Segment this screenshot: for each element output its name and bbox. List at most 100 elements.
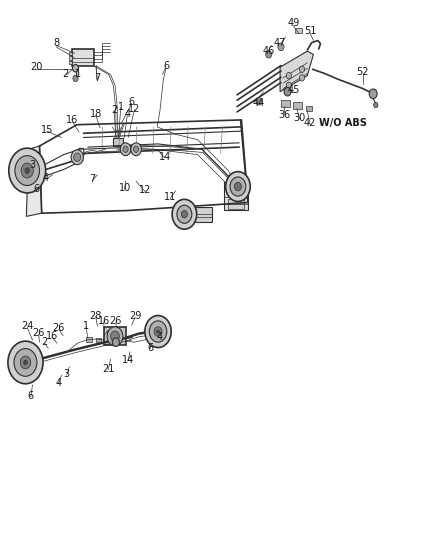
Polygon shape [26, 146, 42, 216]
Circle shape [120, 143, 131, 156]
Text: 2: 2 [42, 337, 48, 347]
Bar [71, 49, 94, 66]
Bar [223, 182, 247, 210]
Text: 6: 6 [33, 184, 39, 194]
Text: 1: 1 [117, 102, 124, 111]
Bar [107, 330, 112, 336]
Bar [69, 56, 72, 60]
Bar [280, 100, 289, 107]
Circle shape [225, 172, 250, 201]
Text: 36: 36 [277, 110, 290, 119]
Text: 12: 12 [128, 104, 140, 114]
Text: 16: 16 [46, 331, 58, 341]
Text: 20: 20 [30, 62, 42, 72]
Circle shape [230, 177, 245, 196]
Bar [228, 199, 243, 209]
Text: 14: 14 [158, 152, 170, 161]
Circle shape [299, 75, 304, 81]
Circle shape [20, 356, 31, 369]
Text: 26: 26 [32, 328, 45, 338]
Text: 6: 6 [28, 391, 34, 401]
Text: 21: 21 [102, 364, 114, 374]
Circle shape [71, 150, 83, 165]
Circle shape [131, 143, 141, 156]
Circle shape [24, 360, 27, 365]
Text: 4: 4 [156, 332, 162, 342]
Text: 44: 44 [252, 99, 265, 108]
Text: 52: 52 [356, 68, 368, 77]
Text: 4: 4 [124, 109, 130, 119]
Text: 16: 16 [66, 116, 78, 125]
Text: 11: 11 [164, 192, 176, 202]
Bar [69, 52, 72, 55]
Circle shape [149, 321, 166, 342]
Circle shape [234, 182, 241, 191]
Text: 6: 6 [147, 343, 153, 352]
Text: 16: 16 [97, 316, 110, 326]
Text: 12: 12 [138, 185, 151, 195]
Text: 1: 1 [75, 69, 81, 78]
Circle shape [15, 156, 39, 185]
Circle shape [177, 205, 191, 223]
Text: 42: 42 [303, 118, 315, 128]
Bar [104, 327, 125, 345]
Text: 29: 29 [129, 311, 141, 321]
Text: 26: 26 [110, 316, 122, 326]
Bar [305, 106, 311, 111]
Text: 7: 7 [89, 174, 95, 184]
Bar [294, 28, 301, 33]
Text: 3: 3 [64, 369, 70, 379]
Circle shape [73, 75, 78, 82]
Circle shape [156, 330, 159, 333]
Circle shape [181, 211, 187, 218]
Text: 24: 24 [21, 321, 33, 331]
Bar [69, 61, 72, 64]
Text: 28: 28 [89, 311, 102, 320]
Circle shape [286, 72, 291, 79]
Circle shape [123, 146, 128, 152]
Circle shape [133, 146, 138, 152]
Circle shape [72, 64, 78, 72]
Text: 30: 30 [293, 113, 305, 123]
Text: 46: 46 [262, 46, 274, 55]
Bar [293, 102, 301, 109]
Circle shape [74, 153, 81, 161]
Circle shape [107, 327, 123, 346]
Circle shape [265, 51, 271, 58]
Circle shape [8, 341, 43, 384]
Bar [95, 338, 101, 342]
Text: 4: 4 [42, 173, 49, 183]
Polygon shape [279, 51, 313, 92]
Text: W/O ABS: W/O ABS [318, 118, 367, 128]
Text: 2: 2 [62, 69, 68, 78]
Text: 14: 14 [122, 355, 134, 365]
Circle shape [21, 163, 33, 178]
Circle shape [172, 199, 196, 229]
Bar [195, 207, 212, 222]
Text: 2: 2 [111, 106, 117, 115]
Text: 49: 49 [286, 19, 299, 28]
Text: 51: 51 [303, 26, 315, 36]
Bar [86, 337, 92, 342]
Text: 10: 10 [118, 183, 131, 193]
Text: 15: 15 [41, 125, 53, 135]
Text: 7: 7 [94, 73, 100, 83]
Text: 18: 18 [89, 109, 102, 119]
Circle shape [25, 168, 29, 173]
Circle shape [255, 98, 261, 105]
Text: 6: 6 [128, 98, 134, 107]
Circle shape [154, 327, 162, 336]
Text: 8: 8 [53, 38, 59, 47]
Text: 26: 26 [53, 324, 65, 333]
Text: 6: 6 [162, 61, 169, 70]
Text: 1: 1 [83, 321, 89, 331]
Circle shape [112, 338, 119, 346]
Text: 47: 47 [273, 38, 286, 48]
Circle shape [9, 148, 46, 193]
Circle shape [373, 102, 377, 108]
Circle shape [110, 331, 119, 342]
Bar [113, 138, 123, 146]
Text: 45: 45 [286, 85, 299, 95]
Circle shape [368, 89, 376, 99]
Circle shape [14, 349, 37, 376]
